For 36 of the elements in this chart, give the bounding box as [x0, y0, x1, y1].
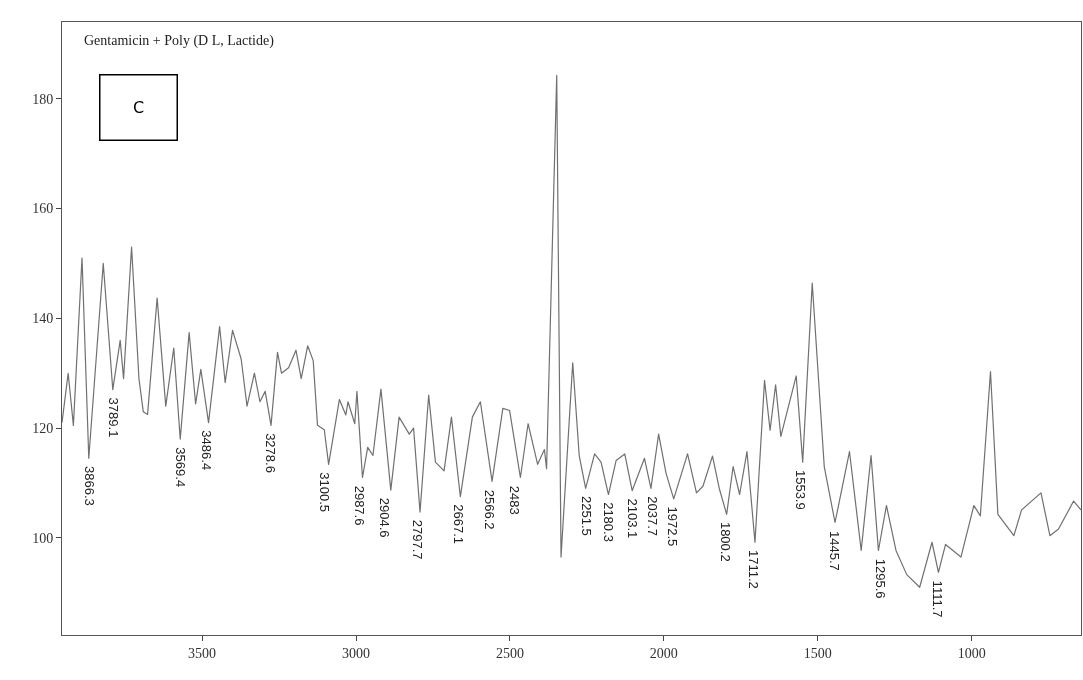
- x-tick-label: 3000: [342, 645, 370, 661]
- annotation: 1800.2: [717, 521, 733, 562]
- x-tick-label: 3500: [188, 645, 217, 661]
- text: Gentamicin + Poly (D L, Lactide): [84, 33, 275, 49]
- annotation: 2566.2: [481, 489, 497, 530]
- annotation: 2483: [507, 485, 523, 515]
- y-tick-label: 120: [32, 421, 54, 437]
- annotation: 1972.5: [665, 506, 681, 547]
- annotation: 1111.7: [930, 580, 946, 618]
- annotation: 2987.6: [352, 485, 368, 526]
- annotation: 2667.1: [451, 504, 467, 544]
- y-tick-label: 160: [32, 201, 54, 217]
- annotation: 2904.6: [377, 497, 393, 538]
- annotation: 2103.1: [624, 498, 640, 539]
- annotation: 2037.7: [644, 496, 660, 536]
- x-tick-label: 1500: [803, 645, 832, 661]
- annotation: 3569.4: [172, 447, 188, 488]
- annotation: 1553.9: [793, 469, 809, 510]
- annotation: 3866.3: [81, 465, 97, 506]
- annotation: 2180.3: [600, 502, 616, 542]
- x-tick-label: 2000: [649, 645, 678, 661]
- annotation: 1711.2: [745, 549, 761, 589]
- annotation: C: [132, 98, 145, 117]
- annotation: 3278.6: [262, 433, 278, 473]
- y-tick-label: 180: [32, 91, 54, 107]
- annotation: 2251.5: [578, 496, 594, 536]
- x-tick-label: 2500: [495, 645, 524, 661]
- annotation: 3789.1: [105, 397, 121, 438]
- annotation: 1295.6: [873, 558, 889, 599]
- annotation: 3486.4: [198, 430, 214, 471]
- annotation: 3100.5: [317, 472, 333, 513]
- y-tick-label: 100: [32, 530, 54, 546]
- y-tick-label: 140: [32, 311, 54, 327]
- annotation: 2797.7: [410, 519, 426, 560]
- annotation: 1445.7: [827, 531, 842, 571]
- x-tick-label: 1000: [957, 645, 986, 661]
